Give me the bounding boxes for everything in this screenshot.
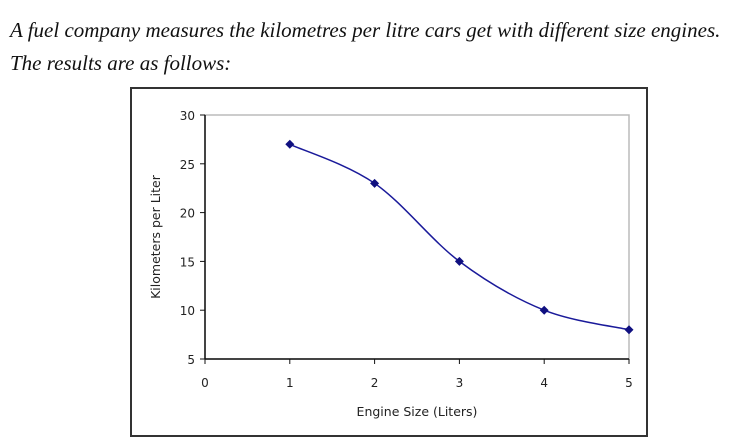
chart-frame xyxy=(130,87,648,437)
x-axis-label: Engine Size (Liters) xyxy=(357,404,478,419)
y-tick-label: 30 xyxy=(180,109,195,123)
x-tick-label: 2 xyxy=(371,376,379,390)
data-point xyxy=(539,305,549,315)
x-tick-label: 4 xyxy=(540,376,548,390)
intro-text: A fuel company measures the kilometres p… xyxy=(10,18,721,75)
x-tick-label: 0 xyxy=(201,376,209,390)
series-line xyxy=(289,143,630,331)
plot-area xyxy=(204,114,630,360)
x-tick-label: 3 xyxy=(456,376,464,390)
x-tick-label: 1 xyxy=(286,376,294,390)
y-tick-label: 5 xyxy=(187,353,195,367)
data-point xyxy=(624,325,634,335)
data-point xyxy=(454,256,464,266)
y-tick-label: 25 xyxy=(180,158,195,172)
y-tick-label: 20 xyxy=(180,207,195,221)
y-tick-label: 15 xyxy=(180,255,195,269)
data-point xyxy=(370,178,380,188)
data-point xyxy=(285,139,295,149)
y-axis-label: Kilometers per Liter xyxy=(148,174,163,299)
y-tick-label: 10 xyxy=(180,304,195,318)
x-tick-label: 5 xyxy=(625,376,633,390)
